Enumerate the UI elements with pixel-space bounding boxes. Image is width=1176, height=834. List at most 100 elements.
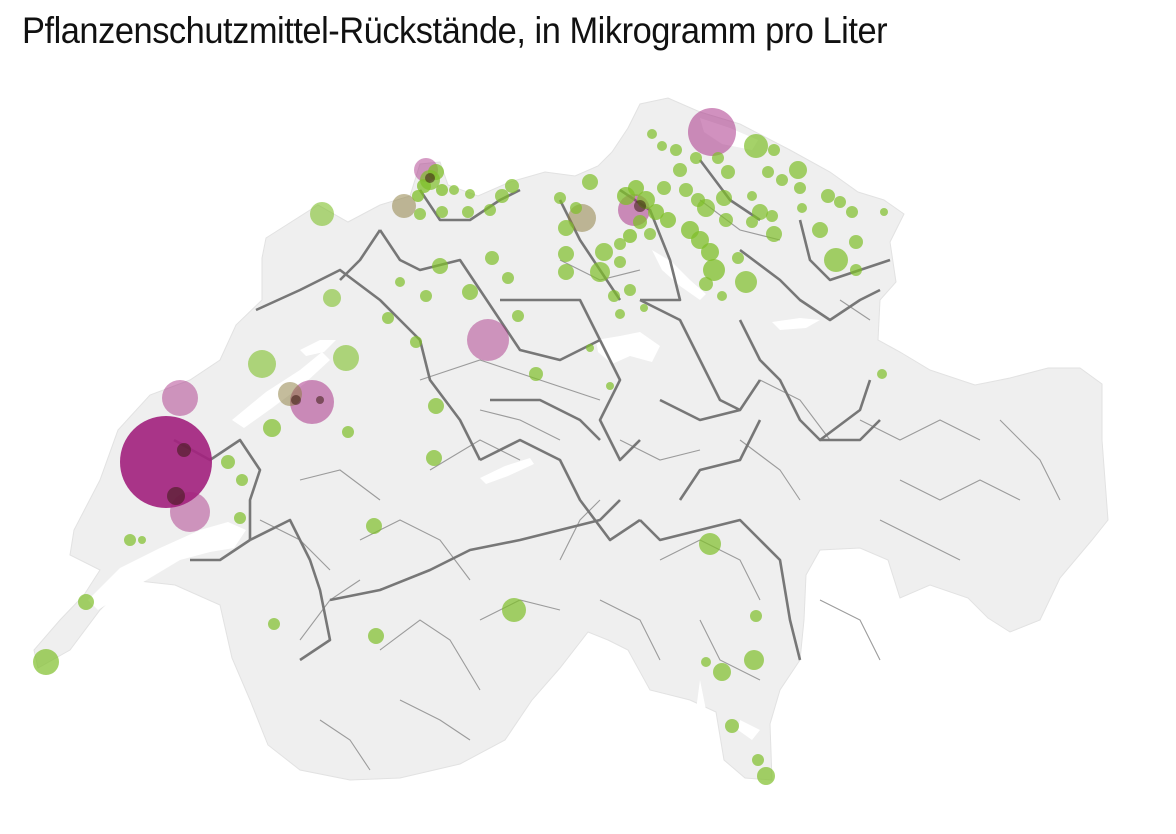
low-residue-marker — [633, 215, 647, 229]
lake-zurich — [652, 250, 706, 300]
low-residue-marker — [485, 251, 499, 265]
high-residue-marker — [688, 108, 736, 156]
low-residue-marker — [735, 271, 757, 293]
low-residue-marker — [554, 192, 566, 204]
lake-lugano — [738, 720, 760, 740]
low-residue-marker — [558, 220, 574, 236]
low-residue-marker — [623, 229, 637, 243]
low-residue-marker — [323, 289, 341, 307]
low-residue-marker — [124, 534, 136, 546]
low-residue-marker — [746, 216, 758, 228]
low-residue-marker — [449, 185, 459, 195]
low-residue-marker — [502, 272, 514, 284]
low-residue-marker — [462, 206, 474, 218]
low-residue-marker — [608, 290, 620, 302]
low-residue-marker — [690, 152, 702, 164]
low-residue-marker — [368, 628, 384, 644]
low-residue-marker — [644, 228, 656, 240]
low-residue-marker — [789, 161, 807, 179]
low-residue-marker — [880, 208, 888, 216]
low-residue-marker — [310, 202, 334, 226]
low-residue-marker — [414, 208, 426, 220]
low-residue-marker — [648, 204, 664, 220]
low-residue-marker — [846, 206, 858, 218]
lake-walen — [772, 318, 820, 330]
low-residue-marker — [699, 533, 721, 555]
low-residue-marker — [762, 166, 774, 178]
lake-geneva — [88, 522, 246, 610]
low-residue-marker — [512, 310, 524, 322]
low-residue-marker — [657, 141, 667, 151]
low-residue-marker — [395, 277, 405, 287]
low-residue-marker — [268, 618, 280, 630]
low-residue-marker — [640, 304, 648, 312]
low-residue-marker — [752, 204, 768, 220]
lake-thun — [480, 458, 534, 484]
lake-lucerne — [596, 332, 660, 364]
low-residue-marker — [595, 243, 613, 261]
low-residue-marker — [417, 179, 431, 193]
low-residue-marker — [502, 598, 526, 622]
low-residue-marker — [713, 663, 731, 681]
low-residue-marker — [590, 262, 610, 282]
low-residue-marker — [691, 231, 709, 249]
overlap-marker — [177, 443, 191, 457]
low-residue-marker — [747, 191, 757, 201]
low-residue-marker — [234, 512, 246, 524]
low-residue-marker — [221, 455, 235, 469]
low-residue-marker — [797, 203, 807, 213]
low-residue-marker — [333, 345, 359, 371]
low-residue-marker — [436, 206, 448, 218]
low-residue-marker — [236, 474, 248, 486]
low-residue-marker — [366, 518, 382, 534]
low-residue-marker — [670, 144, 682, 156]
map-title: Pflanzenschutzmittel-Rückstände, in Mikr… — [22, 10, 888, 51]
low-residue-marker — [432, 258, 448, 274]
low-residue-marker — [426, 450, 442, 466]
low-residue-marker — [697, 199, 715, 217]
low-residue-marker — [768, 144, 780, 156]
low-residue-marker — [701, 657, 711, 667]
overlap-marker — [425, 173, 435, 183]
low-residue-marker — [766, 210, 778, 222]
low-residue-marker — [657, 181, 671, 195]
low-residue-marker — [699, 277, 713, 291]
low-residue-marker — [582, 174, 598, 190]
low-residue-marker — [766, 226, 782, 242]
low-residue-marker — [382, 312, 394, 324]
low-residue-marker — [628, 180, 644, 196]
low-residue-marker — [614, 238, 626, 250]
low-residue-marker — [586, 344, 594, 352]
high-residue-marker — [467, 319, 509, 361]
low-residue-marker — [462, 284, 478, 300]
low-residue-marker — [701, 243, 719, 261]
low-residue-marker — [570, 202, 582, 214]
low-residue-marker — [410, 336, 422, 348]
low-residue-marker — [752, 754, 764, 766]
low-residue-marker — [849, 235, 863, 249]
low-residue-marker — [744, 650, 764, 670]
low-residue-marker — [606, 382, 614, 390]
low-residue-marker — [436, 184, 448, 196]
low-residue-marker — [484, 204, 496, 216]
low-residue-marker — [750, 610, 762, 622]
low-residue-marker — [776, 174, 788, 186]
low-residue-marker — [732, 252, 744, 264]
low-residue-marker — [834, 196, 846, 208]
low-residue-marker — [342, 426, 354, 438]
low-residue-marker — [529, 367, 543, 381]
low-residue-marker — [725, 719, 739, 733]
low-residue-marker — [428, 398, 444, 414]
low-residue-marker — [248, 350, 276, 378]
low-residue-marker — [717, 291, 727, 301]
lake-maggiore — [696, 680, 706, 740]
low-residue-marker — [757, 767, 775, 785]
low-residue-marker — [263, 419, 281, 437]
low-residue-marker — [721, 165, 735, 179]
low-residue-marker — [558, 264, 574, 280]
low-residue-marker — [703, 259, 725, 281]
low-residue-marker — [877, 369, 887, 379]
low-residue-marker — [420, 290, 432, 302]
low-residue-marker — [824, 248, 848, 272]
